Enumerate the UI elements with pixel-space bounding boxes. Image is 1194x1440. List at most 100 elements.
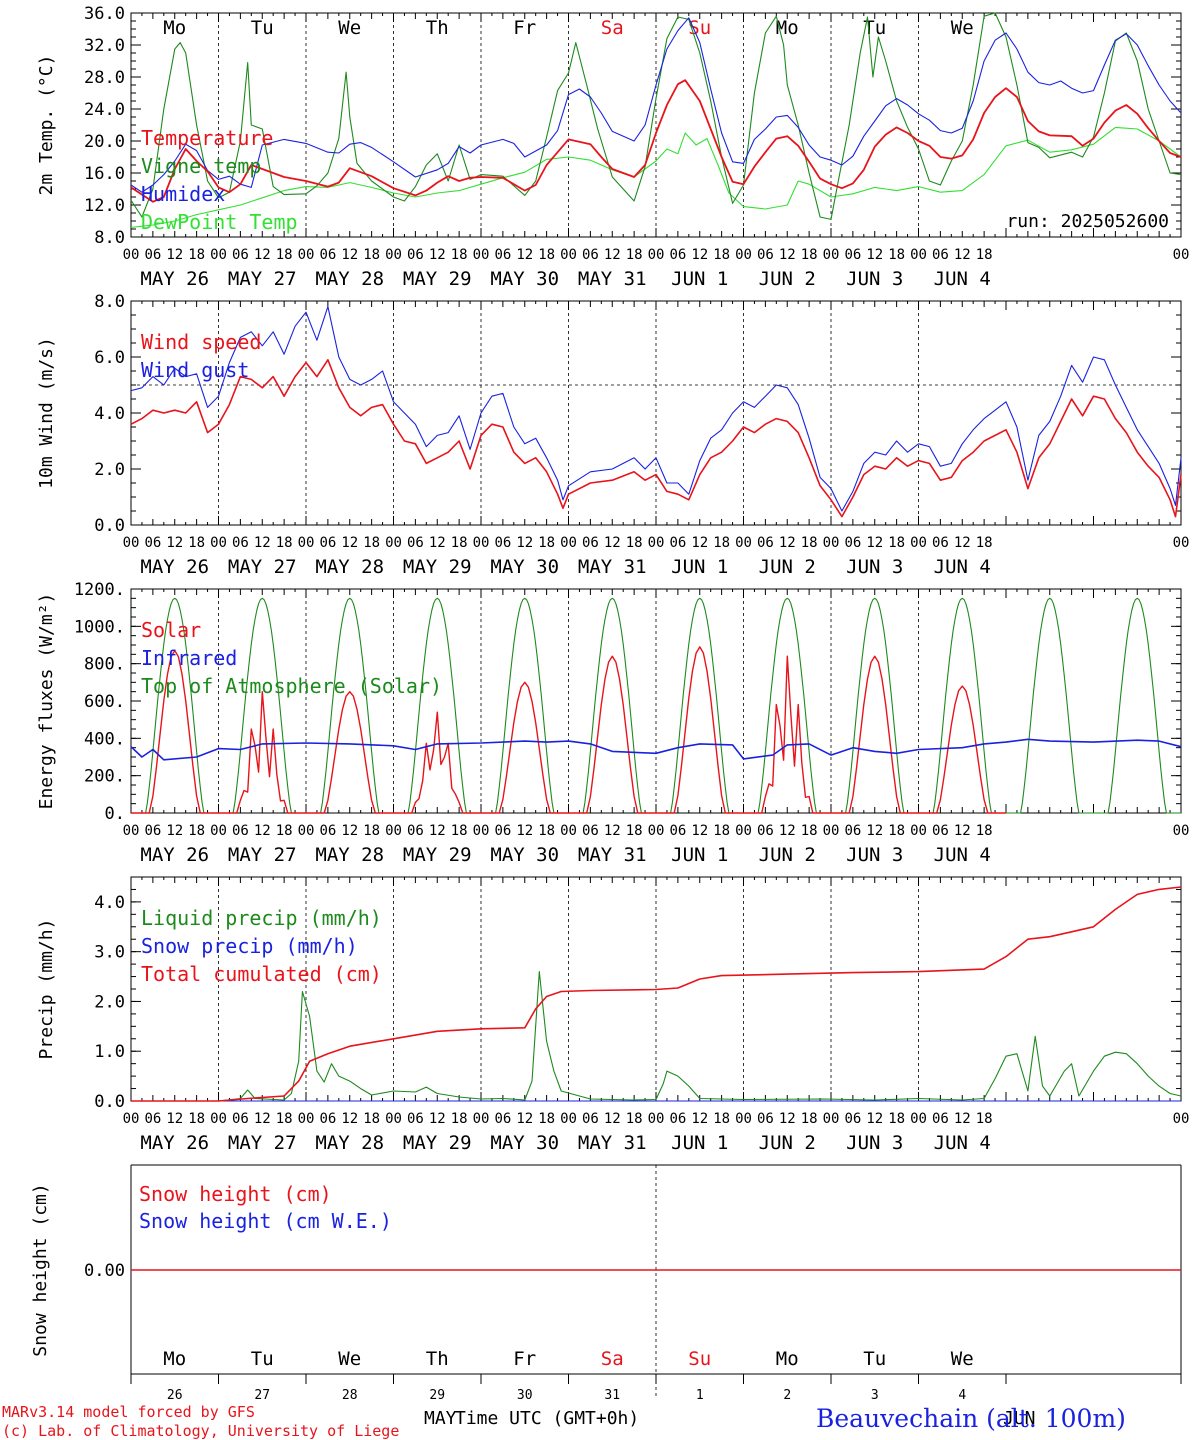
temp-panel-legend-humidex: Humidex <box>141 182 225 206</box>
snow-panel-weekday-label: We <box>951 1348 974 1370</box>
wind-panel-ylabel: 10m Wind (m/s) <box>36 337 57 489</box>
temp-panel-hour-label: 18 <box>276 247 293 263</box>
energy-panel-legend-top-of-atmosphere-solar-: Top of Atmosphere (Solar) <box>141 674 442 698</box>
temp-panel-hour-label: 00 <box>910 247 927 263</box>
temp-panel-date-label: JUN 1 <box>671 268 728 290</box>
precip-panel-date-label: JUN 1 <box>671 1132 728 1154</box>
energy-panel-ytick-label: 1000. <box>74 617 125 637</box>
wind-panel-hour-label: 00 <box>298 535 315 551</box>
precip-panel-hour-label: 00 <box>123 1111 140 1127</box>
precip-panel-hour-label: 06 <box>582 1111 599 1127</box>
energy-panel-hour-label: 00 <box>123 823 140 839</box>
precip-panel-date-label: MAY 26 <box>140 1132 209 1154</box>
precip-panel-hour-label: 06 <box>844 1111 861 1127</box>
energy-panel-hour-label: 00 <box>648 823 665 839</box>
snow-panel-legend-snow-height-cm-w-e-: Snow height (cm W.E.) <box>139 1209 392 1233</box>
precip-panel-hour-label: 06 <box>669 1111 686 1127</box>
wind-panel-date-label: MAY 26 <box>140 556 209 578</box>
precip-panel-date-label: MAY 28 <box>315 1132 384 1154</box>
temp-panel-hour-label: 06 <box>669 247 686 263</box>
precip-panel-hour-label: 00 <box>298 1111 315 1127</box>
energy-panel-hour-label: 12 <box>429 823 446 839</box>
temp-panel-hour-label: 00 <box>385 247 402 263</box>
snow-panel-weekday-label: Mo <box>163 1348 186 1370</box>
wind-panel-hour-label: 06 <box>932 535 949 551</box>
precip-panel-hour-label: 12 <box>254 1111 271 1127</box>
wind-panel-hour-label: 18 <box>363 535 380 551</box>
temp-panel-hour-label: 12 <box>341 247 358 263</box>
wind-panel-date-label: JUN 2 <box>759 556 816 578</box>
temp-panel-hour-label: 00 <box>648 247 665 263</box>
temp-panel-legend-vigne-temp: Vigne temp <box>141 154 261 178</box>
snow-panel-day-number: 30 <box>517 1388 533 1403</box>
wind-panel-date-label: JUN 3 <box>846 556 903 578</box>
wind-panel-hour-label: 06 <box>407 535 424 551</box>
wind-panel-hour-label: 06 <box>319 535 336 551</box>
energy-panel-hour-label: 12 <box>341 823 358 839</box>
precip-panel-ytick-label: 0.0 <box>94 1092 125 1112</box>
precip-panel-hour-label: 00 <box>210 1111 227 1127</box>
energy-panel-hour-label: 06 <box>844 823 861 839</box>
temp-panel-hour-label: 06 <box>232 247 249 263</box>
snow-panel-weekday-label: We <box>338 1348 361 1370</box>
wind-panel-frame <box>130 300 1182 526</box>
energy-panel-ylabel: Energy fluxes (W/m²) <box>36 593 57 810</box>
precip-panel-hour-label: 18 <box>713 1111 730 1127</box>
wind-panel-hour-label: 00 <box>560 535 577 551</box>
temp-panel-hour-label: 06 <box>844 247 861 263</box>
wind-panel-hour-label: 00 <box>1173 535 1190 551</box>
wind-panel-hour-label: 18 <box>713 535 730 551</box>
temp-panel-hour-label: 00 <box>473 247 490 263</box>
precip-panel-date-label: JUN 4 <box>934 1132 991 1154</box>
wind-panel-hour-label: 06 <box>144 535 161 551</box>
wind-panel-date-label: MAY 30 <box>490 556 559 578</box>
temp-panel-weekday-label: Th <box>426 17 449 39</box>
precip-panel-hour-label: 06 <box>319 1111 336 1127</box>
temp-panel-hour-label: 12 <box>604 247 621 263</box>
energy-panel-hour-label: 00 <box>385 823 402 839</box>
energy-panel-hour-label: 06 <box>494 823 511 839</box>
precip-panel-hour-label: 06 <box>144 1111 161 1127</box>
temp-panel-weekday-label: Su <box>688 17 711 39</box>
temp-panel-hour-label: 12 <box>954 247 971 263</box>
temp-panel-hour-label: 18 <box>538 247 555 263</box>
snow-panel-day-number: 1 <box>696 1388 704 1403</box>
wind-panel-date-label: MAY 31 <box>578 556 647 578</box>
energy-panel-hour-label: 12 <box>254 823 271 839</box>
temp-panel-hour-label: 00 <box>210 247 227 263</box>
energy-panel-hour-label: 00 <box>210 823 227 839</box>
wind-panel-hour-label: 18 <box>976 535 993 551</box>
precip-panel-hour-label: 00 <box>385 1111 402 1127</box>
precip-panel-date-label: MAY 29 <box>403 1132 472 1154</box>
temp-panel-hour-label: 00 <box>123 247 140 263</box>
precip-panel-hour-label: 12 <box>429 1111 446 1127</box>
wind-panel-hour-label: 00 <box>648 535 665 551</box>
temp-panel-ytick-label: 20.0 <box>84 132 125 152</box>
wind-panel-ytick-label: 4.0 <box>94 404 125 424</box>
temp-panel-hour-label: 18 <box>976 247 993 263</box>
wind-panel-hour-label: 00 <box>210 535 227 551</box>
precip-panel-hour-label: 18 <box>801 1111 818 1127</box>
temp-panel-hour-label: 06 <box>407 247 424 263</box>
energy-panel-hour-label: 18 <box>626 823 643 839</box>
precip-panel-hour-label: 00 <box>823 1111 840 1127</box>
temp-panel-hour-label: 12 <box>779 247 796 263</box>
precip-panel-hour-label: 00 <box>560 1111 577 1127</box>
energy-panel-ytick-label: 1200. <box>74 580 125 600</box>
energy-panel-hour-label: 12 <box>866 823 883 839</box>
precip-panel-hour-label: 12 <box>866 1111 883 1127</box>
energy-panel-date-label: JUN 3 <box>846 844 903 866</box>
temp-panel-series-temperature <box>130 79 1182 203</box>
snow-panel-ylabel: Snow height (cm) <box>30 1183 51 1356</box>
wind-panel-hour-label: 06 <box>844 535 861 551</box>
snow-panel-weekday-label: Mo <box>776 1348 799 1370</box>
temp-panel-hour-label: 18 <box>188 247 205 263</box>
temp-panel-hour-label: 18 <box>888 247 905 263</box>
energy-panel-hour-label: 12 <box>779 823 796 839</box>
wind-panel-hour-label: 18 <box>538 535 555 551</box>
temp-panel-date-label: JUN 4 <box>934 268 991 290</box>
temp-panel-hour-label: 06 <box>932 247 949 263</box>
temp-panel-weekday-label: We <box>338 17 361 39</box>
energy-panel-date-label: MAY 29 <box>403 844 472 866</box>
energy-panel-ytick-label: 0. <box>105 804 125 824</box>
